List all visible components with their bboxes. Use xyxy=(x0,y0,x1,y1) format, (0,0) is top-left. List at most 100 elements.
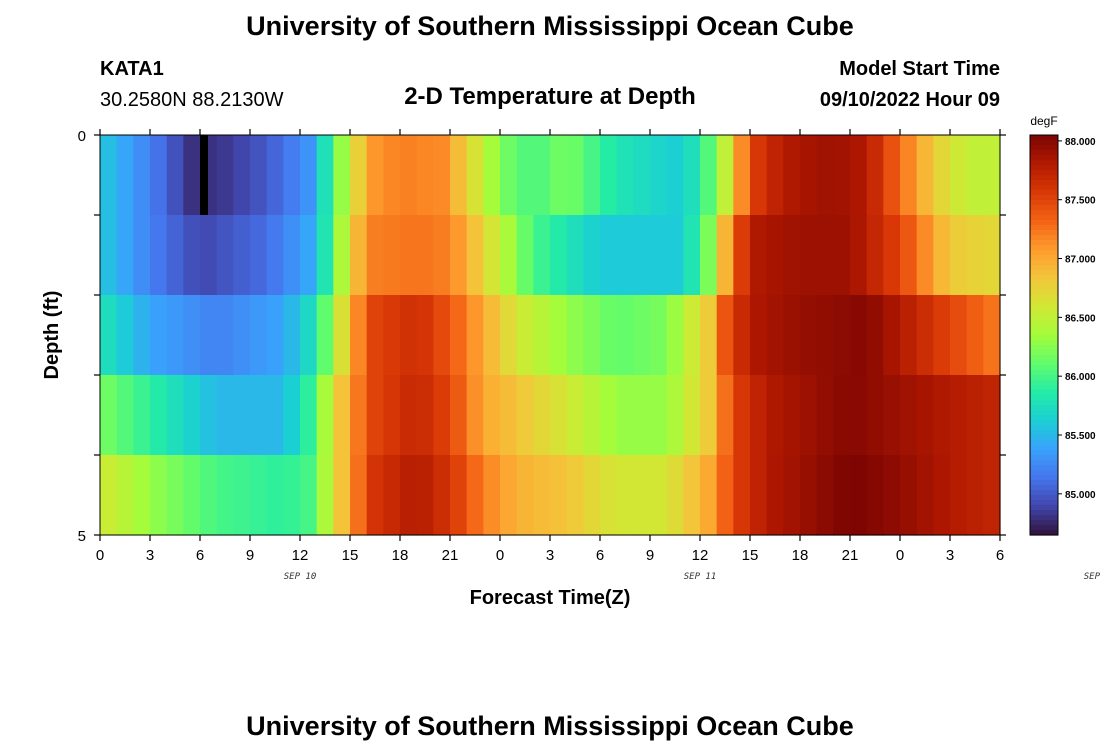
heatmap-cell xyxy=(100,215,118,296)
x-tick-label: 3 xyxy=(146,547,154,564)
heatmap-cell xyxy=(733,135,751,216)
heatmap-cell xyxy=(583,295,601,376)
heatmap-cell xyxy=(366,135,384,216)
heatmap-cell xyxy=(433,135,451,216)
heatmap-cell xyxy=(500,215,518,296)
heatmap-cell xyxy=(466,455,484,536)
heatmap-cell xyxy=(266,375,284,456)
x-date-label: SEP 11 xyxy=(684,572,717,582)
colorbar-tick-label: 85.500 xyxy=(1065,431,1096,442)
heatmap-cell xyxy=(533,455,551,536)
heatmap-cell xyxy=(600,215,618,296)
heatmap-cell xyxy=(333,135,351,216)
heatmap-cell xyxy=(566,295,584,376)
heatmap-cell xyxy=(300,295,318,376)
heatmap-cell xyxy=(800,295,818,376)
heatmap-cell xyxy=(633,215,651,296)
heatmap-cell xyxy=(616,375,634,456)
heatmap-cell xyxy=(650,135,668,216)
heatmap-cell xyxy=(550,135,568,216)
heatmap-cell xyxy=(366,455,384,536)
heatmap-cell xyxy=(316,455,334,536)
heatmap-cell xyxy=(916,455,934,536)
heatmap-cell xyxy=(166,135,184,216)
heatmap-cell xyxy=(450,135,468,216)
heatmap-cell xyxy=(666,135,684,216)
heatmap-cell xyxy=(266,135,284,216)
colorbar-swatch xyxy=(1030,280,1058,286)
heatmap-cell xyxy=(233,455,251,536)
colorbar-swatch xyxy=(1030,250,1058,256)
heatmap-cell xyxy=(833,215,851,296)
heatmap-cell xyxy=(150,135,168,216)
colorbar-tick-label: 86.500 xyxy=(1065,313,1096,324)
heatmap-cell xyxy=(950,215,968,296)
colorbar-frame xyxy=(1029,134,1059,536)
heatmap-cell xyxy=(850,295,868,376)
heatmap-cell xyxy=(816,295,834,376)
heatmap-cell xyxy=(666,295,684,376)
heatmap-cell xyxy=(983,215,1001,296)
heatmap-cell xyxy=(983,375,1001,456)
heatmap-cell xyxy=(850,135,868,216)
x-date-label: SEP 10 xyxy=(284,572,317,582)
colorbar-swatch xyxy=(1030,290,1058,296)
heatmap-cell xyxy=(483,135,501,216)
x-date-label: SEP 12 xyxy=(1084,572,1100,582)
colorbar-swatch xyxy=(1030,140,1058,146)
colorbar-swatch xyxy=(1030,475,1058,481)
heatmap-cell xyxy=(133,135,151,216)
colorbar-swatch xyxy=(1030,180,1058,186)
heatmap-cell xyxy=(683,135,701,216)
colorbar-swatch xyxy=(1030,510,1058,516)
heatmap-cell xyxy=(950,455,968,536)
heatmap-cell xyxy=(100,135,118,216)
heatmap-cell xyxy=(750,455,768,536)
heatmap-cell xyxy=(483,375,501,456)
heatmap-cell xyxy=(333,375,351,456)
heatmap-cell xyxy=(433,295,451,376)
heatmap-cell xyxy=(450,375,468,456)
heatmap-cell xyxy=(450,295,468,376)
colorbar-swatch xyxy=(1030,490,1058,496)
heatmap-cell xyxy=(866,455,884,536)
heatmap-cell xyxy=(500,375,518,456)
heatmap-cell xyxy=(466,135,484,216)
heatmap-cell xyxy=(383,135,401,216)
heatmap-cell xyxy=(216,215,234,296)
heatmap-cell xyxy=(383,295,401,376)
heatmap-cell xyxy=(733,215,751,296)
heatmap-cell xyxy=(850,455,868,536)
colorbar-swatch xyxy=(1030,400,1058,406)
heatmap-cell xyxy=(566,135,584,216)
heatmap-cell xyxy=(333,215,351,296)
colorbar-swatch xyxy=(1030,175,1058,181)
heatmap-cell xyxy=(116,455,134,536)
colorbar-swatch xyxy=(1030,295,1058,301)
heatmap-cell xyxy=(400,215,418,296)
heatmap-cell xyxy=(833,135,851,216)
heatmap-cell xyxy=(816,455,834,536)
heatmap-cell xyxy=(500,455,518,536)
heatmap-cell xyxy=(283,215,301,296)
heatmap-cell xyxy=(683,375,701,456)
heatmap-cell xyxy=(250,455,268,536)
heatmap-cell xyxy=(516,375,534,456)
heatmap-cell xyxy=(933,455,951,536)
colorbar-swatch xyxy=(1030,300,1058,306)
heatmap-cell xyxy=(400,455,418,536)
colorbar-swatch xyxy=(1030,215,1058,221)
colorbar-swatch xyxy=(1030,255,1058,261)
heatmap-cell xyxy=(766,135,784,216)
colorbar-swatch xyxy=(1030,445,1058,451)
heatmap-cell xyxy=(133,295,151,376)
heatmap-cell xyxy=(200,295,218,376)
colorbar-swatch xyxy=(1030,165,1058,171)
heatmap-cell xyxy=(433,375,451,456)
heatmap-cell xyxy=(800,455,818,536)
colorbar-swatch xyxy=(1030,465,1058,471)
heatmap-cell xyxy=(633,455,651,536)
colorbar-swatch xyxy=(1030,380,1058,386)
heatmap-cell xyxy=(266,295,284,376)
x-tick-label: 0 xyxy=(496,547,504,564)
